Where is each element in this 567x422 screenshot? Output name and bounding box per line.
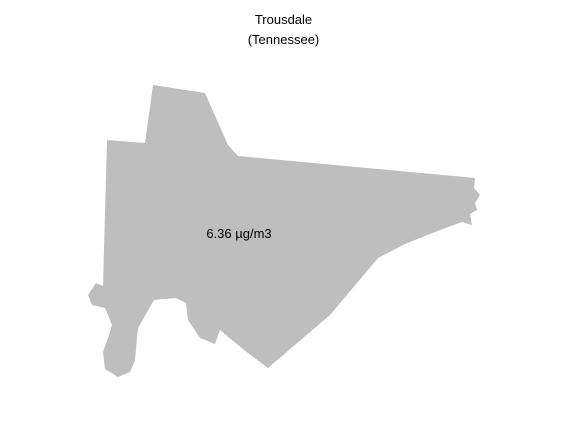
county-shape-trousdale <box>88 85 480 377</box>
map-title: Trousdale <box>254 12 313 27</box>
map-subtitle: (Tennessee) <box>247 32 320 47</box>
county-value-label: 6.36 µg/m3 <box>206 226 271 241</box>
